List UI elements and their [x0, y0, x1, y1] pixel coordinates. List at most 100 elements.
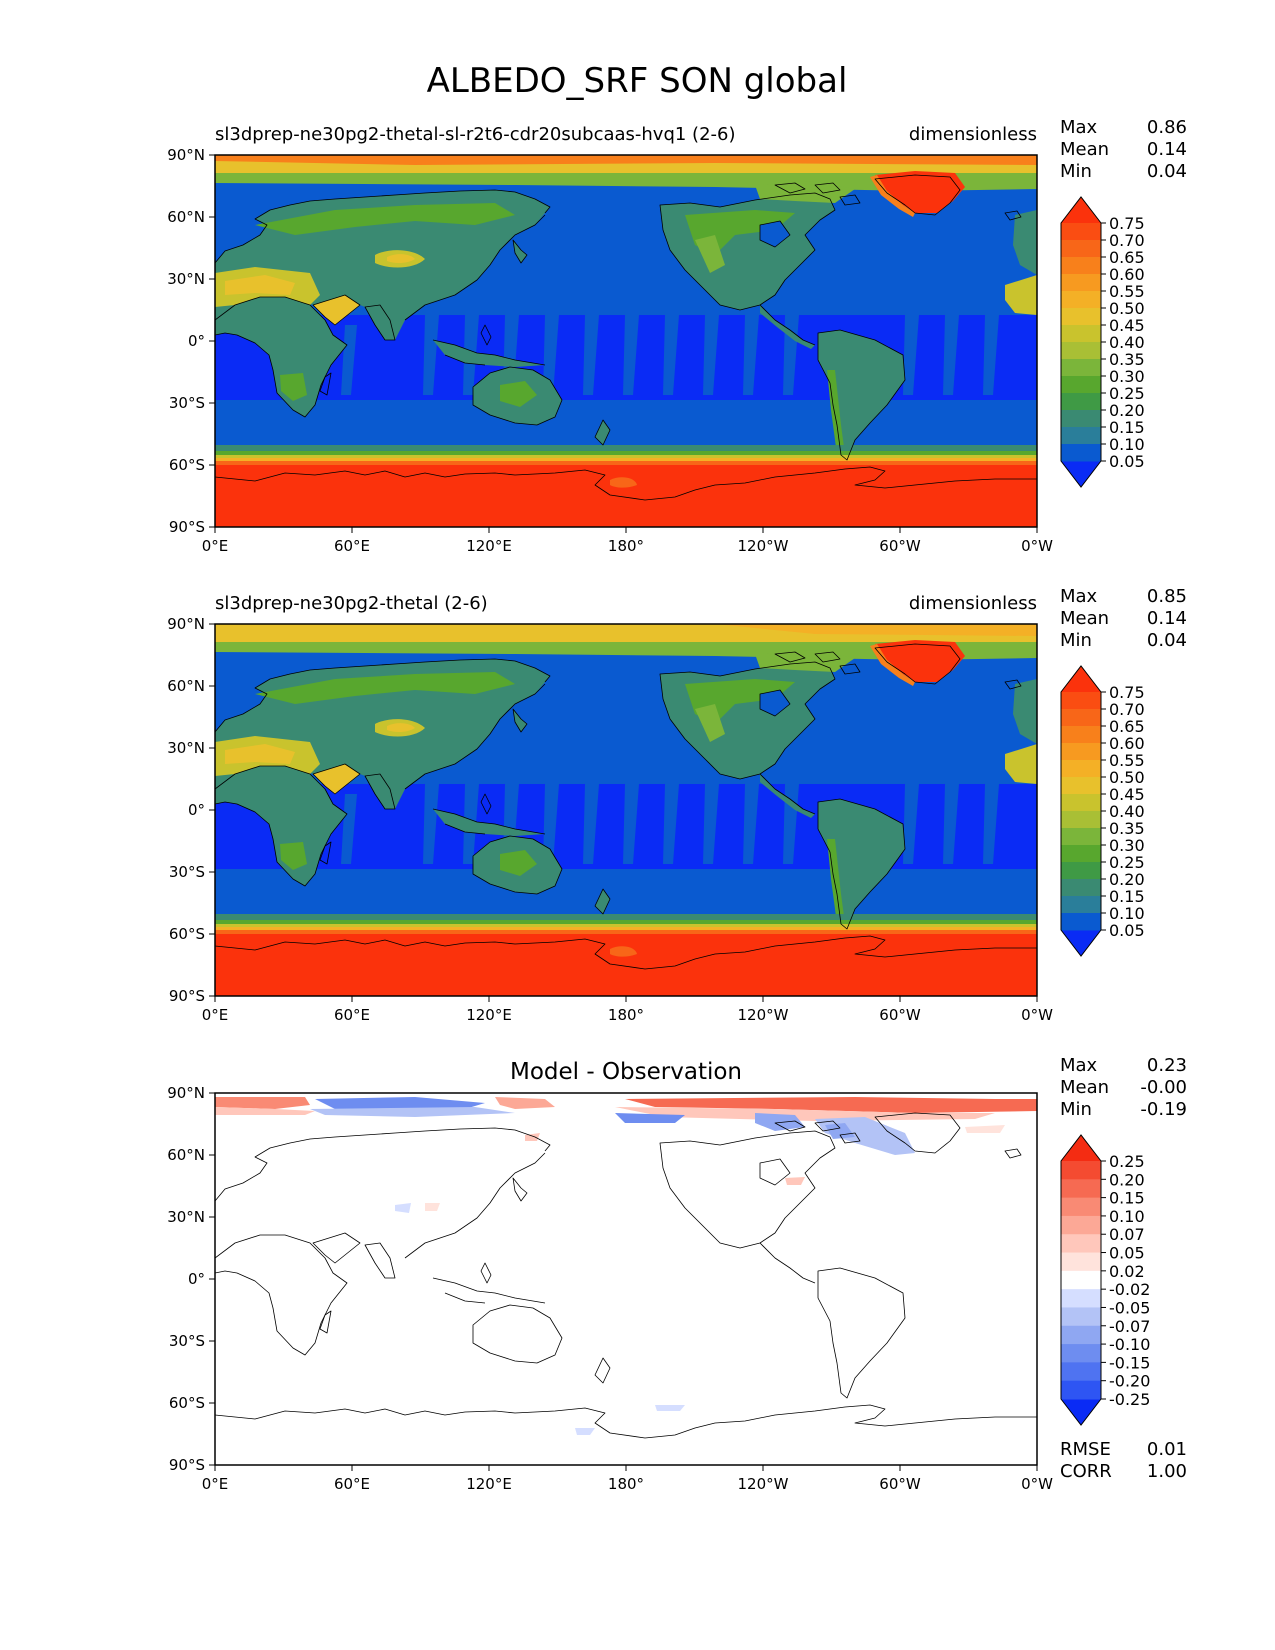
sahara-hot: [225, 744, 295, 764]
panel-3: Model - Observation 90°N 60°N 30°N 0° 30°S 60…: [167, 1059, 1053, 1493]
colorbar-segment: [1061, 1362, 1101, 1382]
colorbar-segment: [1061, 811, 1101, 829]
sahara-hot: [225, 275, 295, 295]
colorbar-tick-label: -0.15: [1109, 1353, 1150, 1372]
japan-land: [513, 240, 527, 263]
africa-land: [215, 766, 347, 886]
colorbar-tick-label: 0.10: [1109, 435, 1145, 454]
y-tick-label: 90°N: [167, 146, 205, 164]
x-tick-label: 0°W: [1021, 1475, 1053, 1493]
y-tick-label: 90°N: [167, 615, 205, 633]
stat-label: Max: [1060, 586, 1098, 607]
metric-value: 0.01: [1147, 1439, 1187, 1460]
x-tick-label: 120°W: [738, 1475, 789, 1493]
colorbar-segment: [1061, 1289, 1101, 1308]
colorbar-tick-label: 0.05: [1109, 921, 1145, 940]
colorbar-tick-label: 0.45: [1109, 785, 1145, 804]
rockies: [695, 704, 725, 742]
colorbar-segment: [1061, 1197, 1101, 1217]
panel-units: dimensionless: [909, 124, 1037, 145]
colorbar-tick-label: 0.30: [1109, 836, 1145, 855]
nz-land: [595, 420, 610, 445]
colorbar-tick-label: -0.05: [1109, 1298, 1150, 1317]
nz-land: [595, 889, 610, 914]
x-tick-label: 180°: [608, 1475, 644, 1493]
colorbar-tick-label: 0.65: [1109, 717, 1145, 736]
colorbar-segment: [1061, 325, 1101, 343]
y-tick-label: 90°S: [169, 518, 205, 536]
x-tick-label: 60°E: [334, 1475, 370, 1493]
colorbar-tick-label: 0.55: [1109, 751, 1145, 770]
greenland-edge: [870, 175, 915, 217]
x-axis: 0°E 60°E 120°E 180° 120°W 60°W 0°W: [202, 996, 1053, 1024]
metric-label: CORR: [1060, 1461, 1112, 1482]
colorbar-tick-label: 0.20: [1109, 1170, 1145, 1189]
eurasia-green: [255, 203, 515, 235]
colorbar-tick-label: 0.70: [1109, 700, 1145, 719]
stat-label: Min: [1060, 630, 1092, 651]
x-tick-label: 60°W: [879, 1006, 921, 1024]
central-america: [760, 774, 815, 818]
greenland-edge: [870, 644, 915, 686]
spot-3: [395, 1203, 411, 1213]
colorbar-segment: [1061, 879, 1101, 897]
x-tick-label: 0°E: [202, 1475, 229, 1493]
colorbar-tick-label: 0.05: [1109, 452, 1145, 471]
colorbar-tick-label: 0.07: [1109, 1225, 1145, 1244]
arctic-negative-3: [755, 1113, 805, 1131]
colorbar-segment: [1061, 794, 1101, 812]
colorbar-segment: [1061, 291, 1101, 309]
arctic-orange: [715, 624, 1037, 636]
colorbar-tick-label: 0.45: [1109, 316, 1145, 335]
australia-green: [500, 381, 537, 407]
colorbar-segment: [1061, 359, 1101, 377]
arctic-positive-mid: [495, 1097, 555, 1109]
x-tick-label: 180°: [608, 1006, 644, 1024]
x-tick-label: 0°E: [202, 537, 229, 555]
colorbar-tick-label: 0.20: [1109, 870, 1145, 889]
so-band-4: [215, 458, 1037, 461]
colorbar-segment: [1061, 1325, 1101, 1345]
colorbar-tick-label: 0.75: [1109, 683, 1145, 702]
colorbar-segment: [1061, 896, 1101, 914]
y-tick-label: 60°S: [169, 925, 205, 943]
panel-title: sl3dprep-ne30pg2-thetal-sl-r2t6-cdr20sub…: [215, 124, 736, 145]
x-tick-label: 120°E: [466, 537, 512, 555]
stat-label: Max: [1060, 1055, 1098, 1076]
panel-title: Model - Observation: [510, 1059, 742, 1085]
colorbar-tick-label: 0.40: [1109, 802, 1145, 821]
y-axis: 90°N 60°N 30°N 0° 30°S 60°S 90°S: [167, 1084, 215, 1474]
stat-label: Min: [1060, 1099, 1092, 1120]
x-tick-label: 180°: [608, 537, 644, 555]
colorbar-tick-label: 0.75: [1109, 214, 1145, 233]
y-tick-label: 0°: [188, 801, 205, 819]
y-tick-label: 60°N: [167, 677, 205, 695]
colorbar-extend-min: [1061, 461, 1101, 487]
panel-title: sl3dprep-ne30pg2-thetal (2-6): [215, 593, 488, 614]
y-tick-label: 60°S: [169, 456, 205, 474]
arabia-desert: [313, 295, 360, 325]
colorbar-segment: [1061, 1234, 1101, 1254]
colorbar-tick-label: 0.20: [1109, 401, 1145, 420]
x-tick-label: 60°E: [334, 1006, 370, 1024]
colorbar-segment: [1061, 444, 1101, 462]
antarctic-ice: [215, 465, 1037, 527]
x-tick-label: 120°W: [738, 1006, 789, 1024]
japan-land: [513, 709, 527, 732]
colorbar-tick-label: 0.02: [1109, 1262, 1145, 1281]
colorbar-tick-label: 0.60: [1109, 734, 1145, 753]
west-africa-right: [1005, 275, 1037, 315]
colorbar-tick-label: 0.60: [1109, 265, 1145, 284]
greenland-ice: [875, 171, 965, 213]
colorbar-segment: [1061, 410, 1101, 428]
colorbar-tick-label: 0.40: [1109, 333, 1145, 352]
so-band-5: [215, 930, 1037, 934]
colorbar-segment: [1061, 862, 1101, 880]
colorbar-segment: [1061, 1179, 1101, 1199]
colorbar-tick-label: 0.50: [1109, 768, 1145, 787]
y-tick-label: 90°N: [167, 1084, 205, 1102]
y-tick-label: 90°S: [169, 987, 205, 1005]
